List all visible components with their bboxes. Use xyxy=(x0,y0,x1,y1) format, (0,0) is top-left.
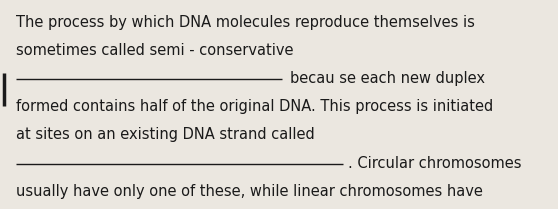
Text: becau se each new duplex: becau se each new duplex xyxy=(290,71,485,86)
Text: The process by which DNA molecules reproduce themselves is: The process by which DNA molecules repro… xyxy=(16,15,474,30)
Text: sometimes called semi - conservative: sometimes called semi - conservative xyxy=(16,43,293,58)
Text: usually have only one of these, while linear chromosomes have: usually have only one of these, while li… xyxy=(16,184,483,199)
Text: formed contains half of the original DNA. This process is initiated: formed contains half of the original DNA… xyxy=(16,99,493,114)
Text: . Circular chromosomes: . Circular chromosomes xyxy=(348,156,521,171)
Text: at sites on an existing DNA strand called: at sites on an existing DNA strand calle… xyxy=(16,127,314,143)
